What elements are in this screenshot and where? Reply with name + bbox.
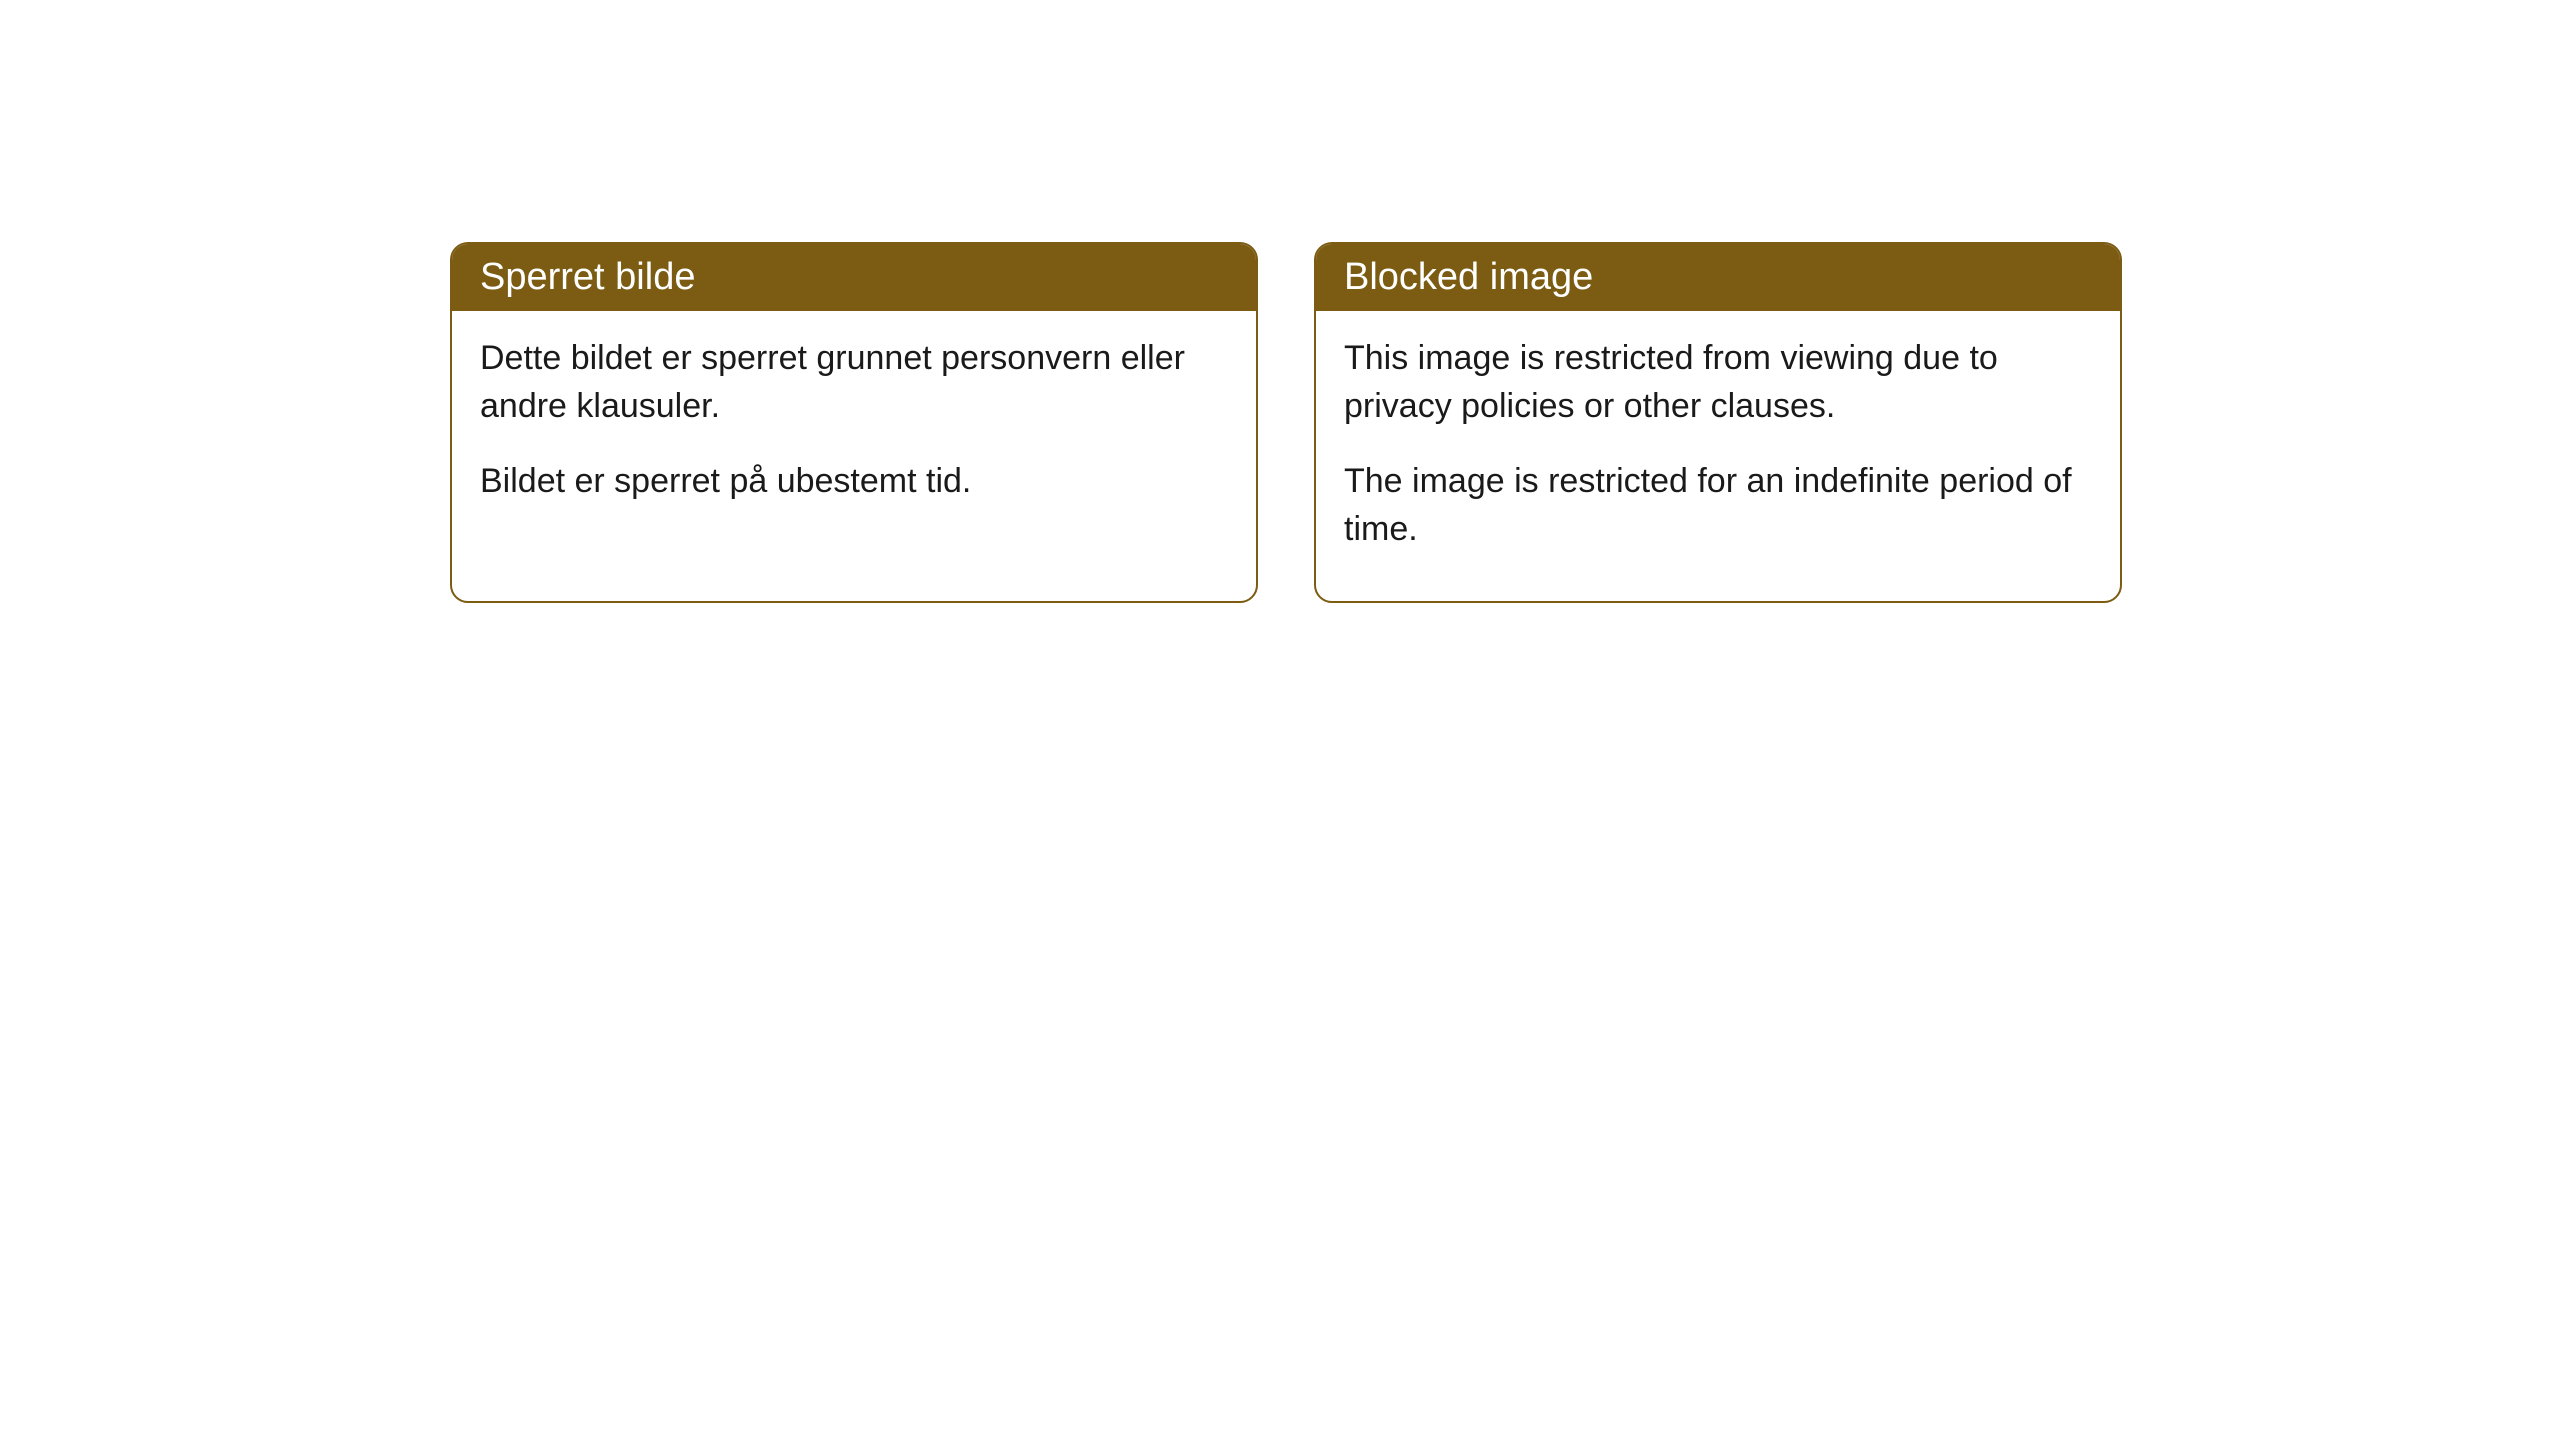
notice-card-english: Blocked image This image is restricted f… bbox=[1314, 242, 2122, 603]
notice-container: Sperret bilde Dette bildet er sperret gr… bbox=[0, 0, 2560, 603]
notice-body-norwegian: Dette bildet er sperret grunnet personve… bbox=[452, 311, 1256, 554]
notice-text-english-1: This image is restricted from viewing du… bbox=[1344, 335, 2092, 430]
notice-text-norwegian-2: Bildet er sperret på ubestemt tid. bbox=[480, 458, 1228, 506]
notice-title-norwegian: Sperret bilde bbox=[480, 256, 695, 298]
notice-text-norwegian-1: Dette bildet er sperret grunnet personve… bbox=[480, 335, 1228, 430]
notice-title-english: Blocked image bbox=[1344, 256, 1593, 298]
notice-header-norwegian: Sperret bilde bbox=[452, 244, 1256, 311]
notice-body-english: This image is restricted from viewing du… bbox=[1316, 311, 2120, 601]
notice-text-english-2: The image is restricted for an indefinit… bbox=[1344, 458, 2092, 553]
notice-card-norwegian: Sperret bilde Dette bildet er sperret gr… bbox=[450, 242, 1258, 603]
notice-header-english: Blocked image bbox=[1316, 244, 2120, 311]
